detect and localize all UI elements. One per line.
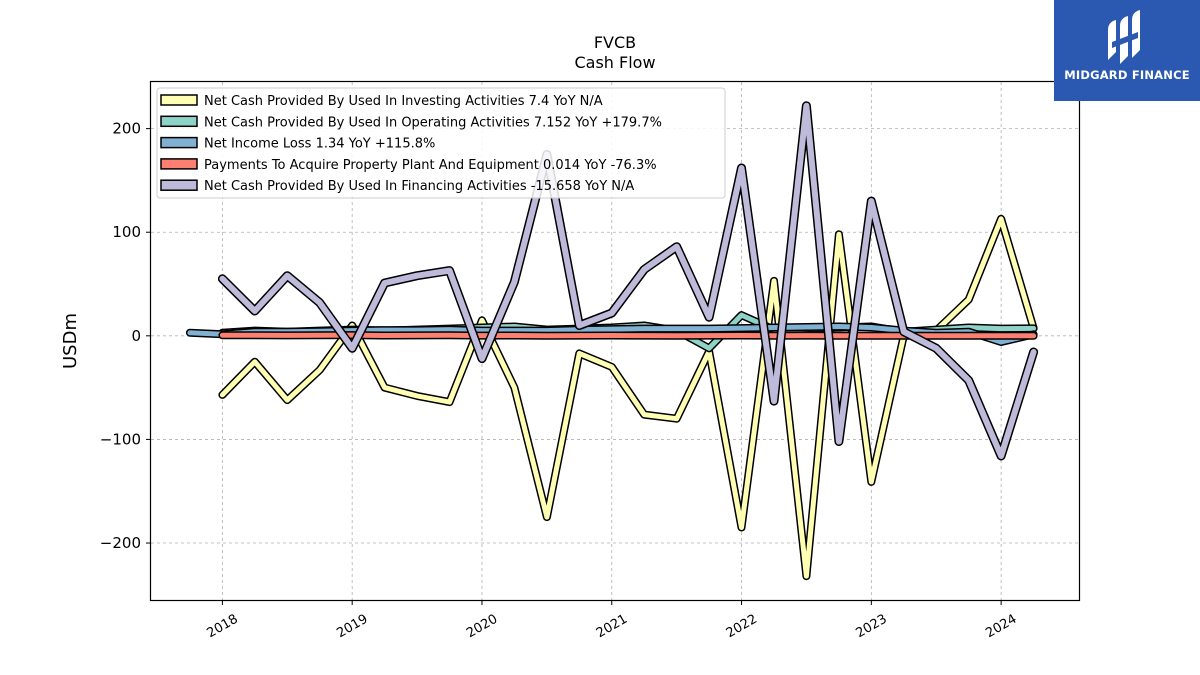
x-tick-label: 2020 bbox=[464, 612, 500, 642]
y-axis-label: USDm bbox=[60, 313, 81, 369]
legend-label: Net Income Loss 1.34 YoY +115.8% bbox=[204, 137, 435, 152]
y-tick-label: 100 bbox=[112, 223, 141, 241]
y-tick-label: −100 bbox=[100, 430, 141, 448]
y-tick-label: 0 bbox=[131, 327, 141, 345]
legend-swatch bbox=[160, 115, 198, 128]
x-tick-label: 2019 bbox=[334, 612, 370, 642]
legend-swatch bbox=[160, 136, 198, 149]
legend-label: Net Cash Provided By Used In Financing A… bbox=[204, 179, 634, 194]
x-tick-label: 2023 bbox=[854, 612, 890, 642]
y-tick-label: −200 bbox=[100, 534, 141, 552]
series-line-5 bbox=[217, 101, 1039, 461]
series-layer bbox=[185, 101, 1039, 581]
legend-box bbox=[156, 87, 726, 199]
x-tick-label: 2022 bbox=[724, 612, 760, 642]
chart-title: FVCB bbox=[594, 33, 636, 52]
series-line-3 bbox=[185, 322, 1038, 346]
legend-label: Payments To Acquire Property Plant And E… bbox=[204, 158, 657, 173]
x-tick-label: 2021 bbox=[594, 612, 630, 642]
chart-subtitle: Cash Flow bbox=[574, 53, 655, 72]
y-tick-label: 200 bbox=[112, 120, 141, 138]
brand-name: MIDGARD FINANCE bbox=[1064, 68, 1190, 82]
legend-label: Net Cash Provided By Used In Investing A… bbox=[204, 94, 603, 109]
plot-frame bbox=[149, 80, 1081, 602]
y-axis: −200 −100 0 100 200 bbox=[100, 120, 151, 552]
legend: Net Cash Provided By Used In Investing A… bbox=[156, 87, 726, 199]
x-axis: 2018 2019 2020 2021 2022 2023 2024 bbox=[205, 600, 1019, 642]
series-line-1 bbox=[218, 214, 1038, 581]
series-outline bbox=[218, 214, 1038, 581]
x-tick-label: 2018 bbox=[205, 612, 241, 642]
x-tick-label: 2024 bbox=[983, 612, 1019, 642]
legend-swatch bbox=[160, 179, 198, 191]
midgard-logo-icon bbox=[1108, 10, 1140, 64]
series-stroke bbox=[219, 102, 1037, 459]
legend-swatch bbox=[160, 158, 198, 170]
legend-swatch bbox=[160, 94, 198, 106]
brand-logo: MIDGARD FINANCE bbox=[1054, 0, 1200, 101]
series-stroke bbox=[187, 324, 1037, 345]
legend-label: Net Cash Provided By Used In Operating A… bbox=[204, 115, 662, 130]
